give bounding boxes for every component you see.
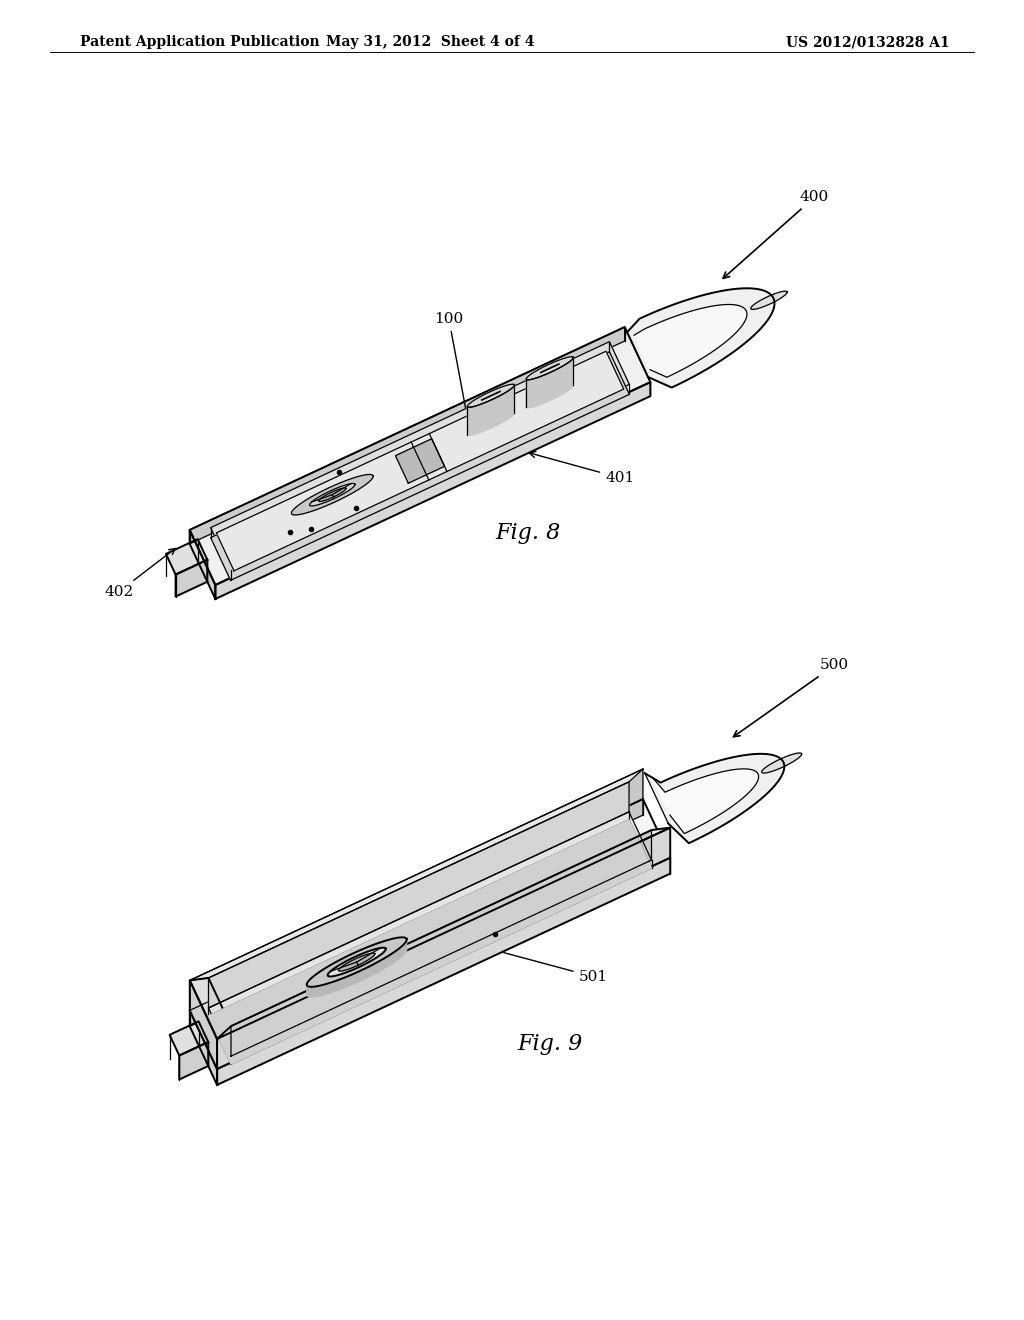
Polygon shape: [395, 438, 444, 483]
Polygon shape: [189, 799, 671, 1069]
Text: 501: 501: [493, 948, 607, 983]
Text: 401: 401: [529, 451, 634, 484]
Polygon shape: [292, 474, 373, 515]
Polygon shape: [217, 828, 671, 1069]
Polygon shape: [307, 937, 407, 987]
Text: May 31, 2012  Sheet 4 of 4: May 31, 2012 Sheet 4 of 4: [326, 36, 535, 49]
Text: 402: 402: [104, 548, 175, 599]
Text: 100: 100: [434, 312, 475, 450]
Text: 403: 403: [246, 539, 292, 553]
Polygon shape: [189, 529, 215, 599]
Polygon shape: [467, 384, 514, 408]
Polygon shape: [189, 341, 650, 599]
Polygon shape: [526, 356, 573, 380]
Text: 200: 200: [289, 950, 335, 1001]
Polygon shape: [307, 939, 407, 997]
Polygon shape: [209, 781, 629, 1008]
Polygon shape: [645, 754, 784, 843]
Polygon shape: [189, 799, 643, 1027]
Polygon shape: [209, 820, 651, 1064]
Polygon shape: [627, 288, 774, 388]
Polygon shape: [215, 381, 650, 599]
Polygon shape: [189, 770, 643, 981]
Polygon shape: [166, 539, 207, 574]
Polygon shape: [170, 1022, 208, 1056]
Polygon shape: [328, 948, 386, 977]
Polygon shape: [526, 358, 573, 408]
Polygon shape: [189, 981, 217, 1069]
Polygon shape: [209, 820, 651, 1064]
Polygon shape: [318, 488, 346, 502]
Polygon shape: [217, 858, 671, 1085]
Polygon shape: [175, 560, 207, 597]
Polygon shape: [467, 384, 514, 436]
Polygon shape: [751, 292, 787, 309]
Polygon shape: [189, 978, 231, 1039]
Polygon shape: [634, 305, 746, 378]
Text: US 2012/0132828 A1: US 2012/0132828 A1: [786, 36, 950, 49]
Text: 500: 500: [733, 659, 849, 737]
Polygon shape: [339, 953, 375, 972]
Polygon shape: [179, 1041, 208, 1080]
Text: Fig. 9: Fig. 9: [517, 1034, 583, 1055]
Polygon shape: [762, 752, 802, 774]
Polygon shape: [189, 327, 625, 544]
Text: Patent Application Publication: Patent Application Publication: [80, 36, 319, 49]
Polygon shape: [189, 1010, 217, 1085]
Polygon shape: [231, 830, 651, 1056]
Text: 400: 400: [723, 190, 828, 279]
Polygon shape: [189, 814, 671, 1085]
Polygon shape: [211, 351, 630, 581]
Polygon shape: [216, 351, 624, 570]
Polygon shape: [189, 770, 643, 1010]
Polygon shape: [211, 342, 630, 570]
Polygon shape: [309, 483, 355, 506]
Text: Fig. 8: Fig. 8: [496, 523, 561, 544]
Polygon shape: [189, 327, 650, 585]
Polygon shape: [217, 828, 671, 1039]
Polygon shape: [209, 812, 651, 1056]
Polygon shape: [652, 768, 759, 833]
